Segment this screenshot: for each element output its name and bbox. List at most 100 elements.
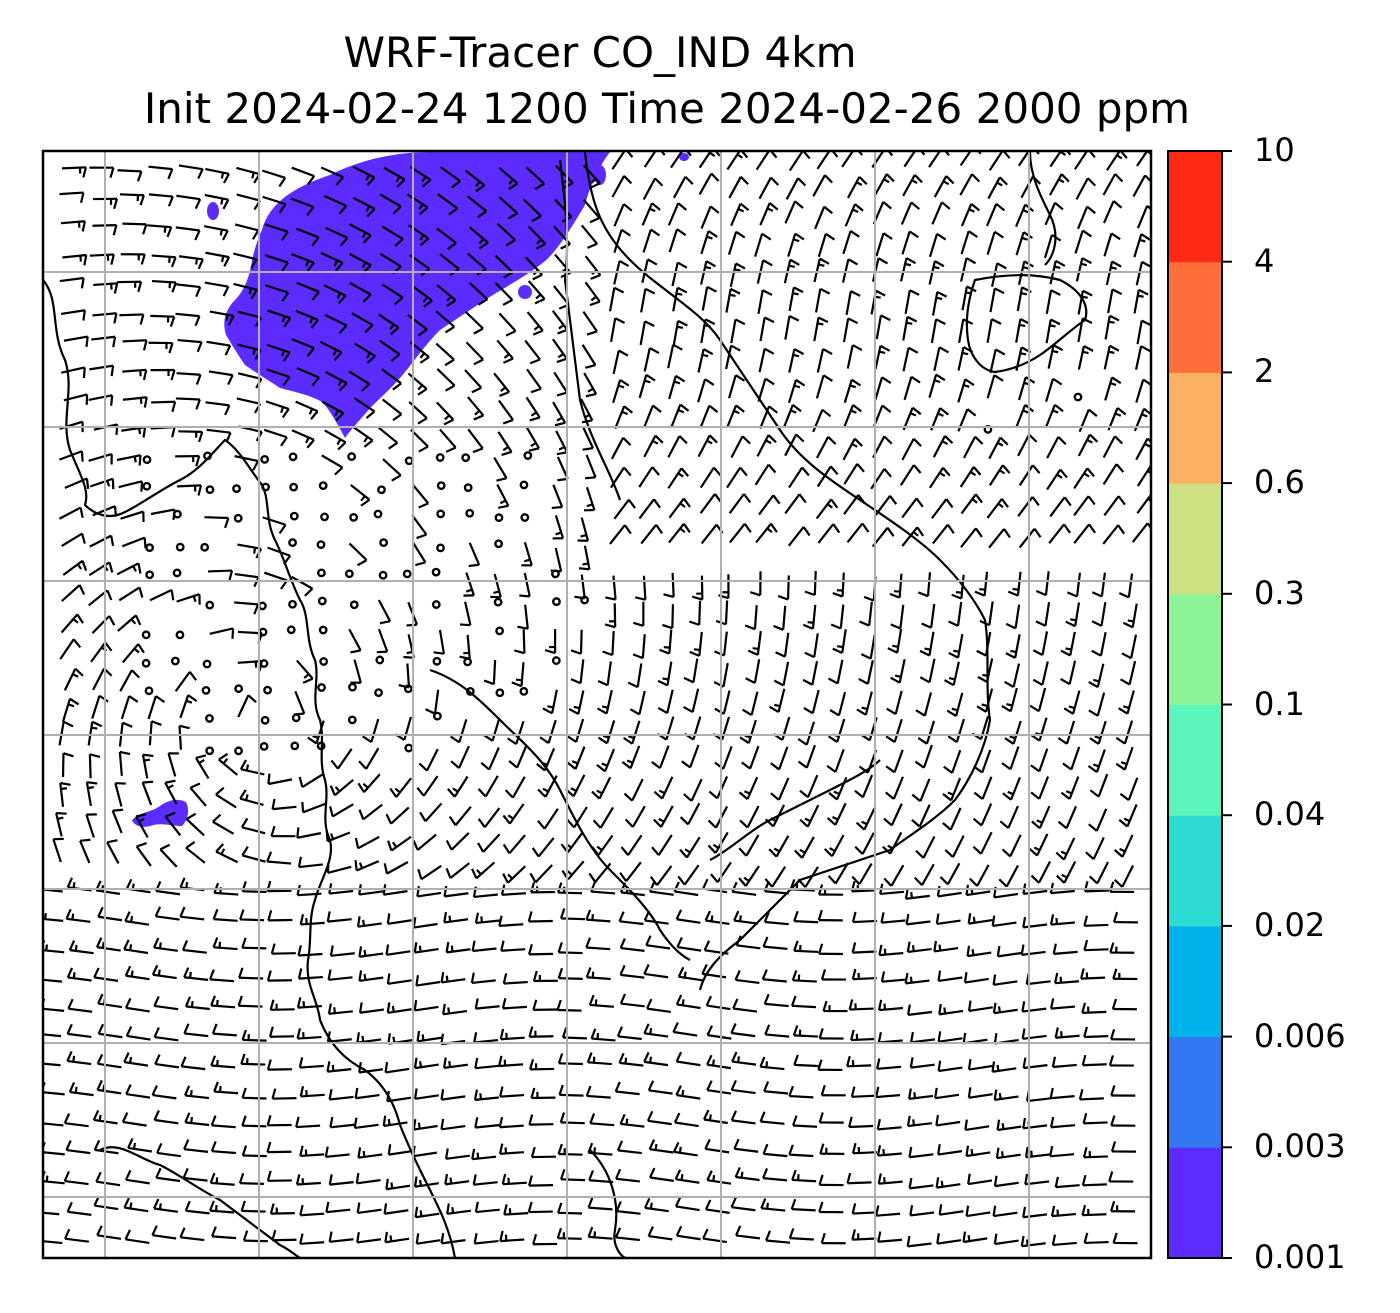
wind-barb	[934, 1087, 960, 1100]
wind-barb	[205, 251, 231, 267]
wind-barb	[528, 1175, 554, 1187]
wind-barb	[444, 1173, 470, 1186]
wind-barb	[450, 745, 470, 769]
wind-barb	[697, 378, 715, 403]
wind-barb	[663, 572, 675, 598]
wind-barb	[790, 1198, 816, 1212]
wind-barb	[1045, 403, 1064, 428]
wind-barb	[63, 1171, 89, 1186]
wind-barb	[556, 1227, 582, 1240]
wind-barb	[79, 838, 91, 864]
wind-barb	[754, 463, 777, 486]
wind-barb	[638, 466, 660, 488]
wind-barb	[295, 400, 319, 420]
wind-barb	[1118, 573, 1134, 599]
wind-barb	[843, 404, 862, 428]
wind-barb	[619, 993, 645, 1008]
wind-barb	[677, 966, 703, 982]
wind-barb	[759, 202, 779, 226]
wind-barb	[816, 465, 839, 488]
wind-barb	[936, 885, 962, 898]
wind-barb	[584, 281, 601, 307]
wind-barb	[933, 175, 955, 198]
wind-barb	[89, 166, 115, 178]
wind-barb	[524, 339, 541, 365]
wind-barb	[672, 319, 688, 345]
wind-barb	[552, 515, 565, 540]
wind-barb	[296, 659, 314, 684]
wind-barb	[1057, 805, 1078, 830]
wind-barb	[386, 1002, 412, 1014]
wind-barb	[267, 309, 292, 328]
wind-barb	[182, 1167, 208, 1182]
wind-barb	[679, 802, 701, 826]
wind-barb	[241, 1029, 267, 1042]
wind-barb	[381, 225, 404, 247]
wind-barb	[526, 368, 542, 394]
wind-barb	[683, 778, 703, 802]
wind-barb	[234, 601, 260, 615]
wind-barb	[643, 910, 669, 925]
wind-barb	[877, 999, 904, 1012]
wind-barb	[241, 1087, 267, 1100]
calm-wind-marker	[145, 543, 154, 553]
wind-barb	[987, 176, 1008, 199]
wind-barb	[350, 484, 371, 507]
wind-barb	[241, 937, 267, 950]
calm-wind-marker	[552, 597, 561, 606]
wind-barb	[1102, 524, 1126, 545]
wind-barb	[959, 257, 977, 282]
wind-barb	[993, 1175, 1019, 1188]
wind-barb	[623, 720, 641, 745]
wind-barb	[121, 1112, 147, 1127]
wind-barb	[667, 202, 687, 226]
wind-barb	[175, 454, 201, 467]
wind-barb	[1035, 571, 1050, 597]
wind-barb	[551, 338, 568, 364]
wind-barb	[208, 370, 234, 386]
wind-barb	[674, 1169, 700, 1184]
wind-barb	[932, 523, 955, 545]
wind-barb	[415, 975, 441, 987]
wind-barb	[1103, 232, 1121, 257]
wind-barb	[88, 394, 114, 406]
wind-barb	[61, 532, 86, 548]
calm-wind-marker	[377, 485, 386, 495]
wind-barb	[996, 1119, 1022, 1132]
wind-barb	[180, 1056, 206, 1071]
wind-barb	[758, 494, 781, 516]
co-tracer-plume-north	[224, 152, 611, 438]
wind-barb	[586, 1052, 612, 1066]
wind-barb	[880, 971, 906, 983]
wind-barb	[91, 615, 116, 634]
wind-barb	[823, 834, 845, 858]
calm-wind-marker	[170, 656, 180, 666]
wind-barb	[638, 498, 662, 520]
wind-barb	[730, 202, 750, 227]
wind-barb	[195, 754, 210, 779]
wind-barb	[668, 374, 686, 400]
calm-wind-marker	[493, 597, 503, 607]
wind-barb	[1109, 942, 1135, 954]
wind-barb	[167, 752, 179, 777]
wind-barb	[351, 312, 374, 334]
wind-barb	[651, 834, 673, 856]
wind-barb	[705, 995, 731, 1011]
wind-barb	[1049, 1145, 1075, 1158]
wind-barb	[179, 694, 198, 719]
wind-barb	[704, 1199, 730, 1214]
wind-barb	[727, 230, 746, 255]
wind-barb	[233, 282, 258, 300]
wind-barb	[583, 486, 596, 512]
wind-barb	[297, 856, 323, 869]
co-tracer-blob	[518, 285, 532, 299]
wind-barb	[967, 1059, 993, 1071]
wind-barb	[732, 998, 758, 1013]
wind-barb	[1017, 496, 1040, 517]
wind-barb	[827, 862, 849, 885]
wind-barb	[1083, 915, 1109, 927]
wind-barb	[151, 1225, 177, 1240]
wind-barb	[744, 605, 758, 631]
wind-barb	[62, 253, 88, 266]
wind-barb	[443, 885, 469, 898]
